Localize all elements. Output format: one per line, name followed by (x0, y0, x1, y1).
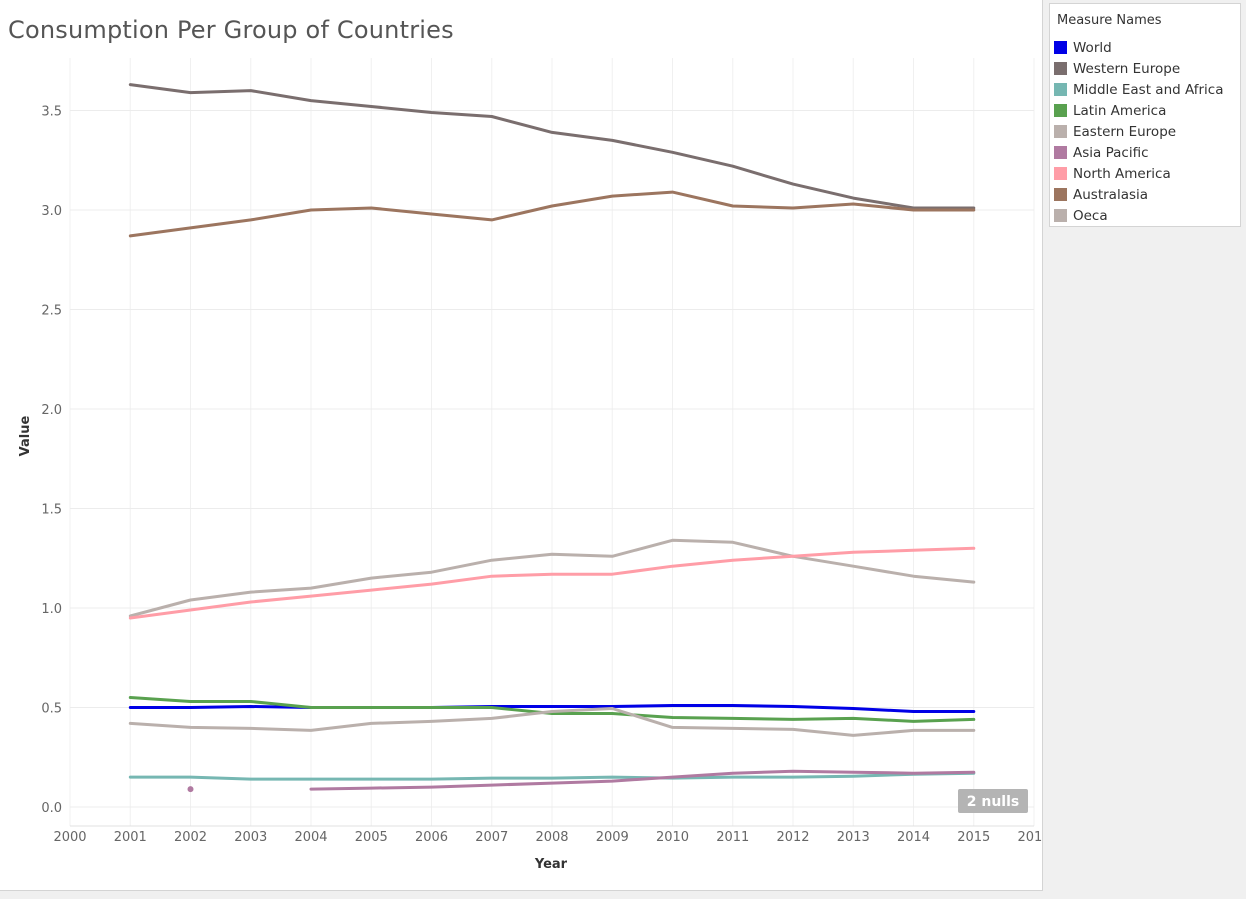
x-tick-label: 2005 (355, 830, 388, 845)
x-tick-label: 2006 (415, 830, 448, 845)
x-tick-label: 2016 (1017, 830, 1042, 845)
legend-label: World (1073, 39, 1112, 56)
legend-swatch (1054, 83, 1067, 96)
y-tick-label: 2.5 (41, 304, 62, 319)
bottom-bar (0, 891, 1246, 899)
legend-swatch (1054, 209, 1067, 222)
chart-panel: Consumption Per Group of Countries 2000 2… (0, 0, 1043, 891)
y-tick-label: 1.5 (41, 503, 62, 518)
series-world[interactable] (128, 704, 976, 713)
legend-title: Measure Names (1057, 13, 1162, 28)
series-line-asia-pacific[interactable] (309, 769, 976, 791)
legend-item-world[interactable]: World (1050, 37, 1240, 58)
series-north-america[interactable] (128, 546, 976, 620)
legend-swatch (1054, 62, 1067, 75)
y-tick-label: 2.0 (41, 403, 62, 418)
legend-label: Asia Pacific (1073, 144, 1149, 161)
legend-item-western-europe[interactable]: Western Europe (1050, 58, 1240, 79)
legend-item-asia-pacific[interactable]: Asia Pacific (1050, 142, 1240, 163)
legend-item-north-america[interactable]: North America (1050, 163, 1240, 184)
x-tick-label: 2007 (475, 830, 508, 845)
legend-swatch (1054, 146, 1067, 159)
legend-item-oeca[interactable]: Oeca (1050, 205, 1240, 226)
series-line-australasia[interactable] (128, 190, 976, 238)
series-line-world[interactable] (128, 704, 976, 713)
legend-label: North America (1073, 165, 1171, 182)
legend-label: Oeca (1073, 207, 1108, 224)
series-middle-east-and-africa[interactable] (128, 771, 976, 781)
legend-label: Middle East and Africa (1073, 81, 1224, 98)
y-tick-label: 0.0 (41, 801, 62, 816)
legend-swatch (1054, 41, 1067, 54)
legend-item-eastern-europe[interactable]: Eastern Europe (1050, 121, 1240, 142)
y-axis-title: Value (18, 415, 33, 456)
x-tick-label: 2015 (957, 830, 990, 845)
legend-label: Western Europe (1073, 60, 1181, 77)
legend: Measure Names World Western Europe Middle … (1049, 3, 1241, 227)
x-tick-label: 2010 (656, 830, 689, 845)
series-oeca[interactable] (128, 707, 976, 737)
legend-swatch (1054, 188, 1067, 201)
x-tick-label: 2003 (234, 830, 267, 845)
series-latin-america[interactable] (128, 696, 976, 723)
series-australasia[interactable] (128, 190, 976, 238)
x-tick-label: 2012 (776, 830, 809, 845)
series-eastern-europe[interactable] (128, 538, 976, 618)
x-tick-label: 2013 (837, 830, 870, 845)
data-point-asia-pacific-2002[interactable] (187, 786, 194, 793)
x-axis-title: Year (534, 857, 568, 872)
x-tick-label: 2004 (294, 830, 327, 845)
x-tick-label: 2009 (596, 830, 629, 845)
legend-label: Australasia (1073, 186, 1149, 203)
y-tick-label: 3.0 (41, 204, 62, 219)
x-tick-label: 2002 (174, 830, 207, 845)
series-line-western-europe[interactable] (128, 83, 976, 210)
null-values-badge[interactable]: 2 nulls (958, 789, 1028, 813)
legend-item-australasia[interactable]: Australasia (1050, 184, 1240, 205)
series-line-latin-america[interactable] (128, 696, 976, 723)
legend-label: Latin America (1073, 102, 1167, 119)
legend-item-middle-east-and-africa[interactable]: Middle East and Africa (1050, 79, 1240, 100)
series-line-oeca[interactable] (128, 707, 976, 737)
axes: 2000 2001 2002 2003 2004 2005 2006 2007 2008 2009… (18, 105, 1042, 873)
series-line-eastern-europe[interactable] (128, 538, 976, 618)
y-tick-label: 0.5 (41, 702, 62, 717)
x-tick-label: 2000 (53, 830, 86, 845)
legend-item-latin-america[interactable]: Latin America (1050, 100, 1240, 121)
series-line-north-america[interactable] (128, 546, 976, 620)
x-tick-label: 2001 (114, 830, 147, 845)
grid (69, 58, 1035, 826)
series-asia-pacific[interactable] (187, 769, 976, 793)
line-chart[interactable]: 2000 2001 2002 2003 2004 2005 2006 2007 2008 2009… (0, 0, 1042, 890)
legend-label: Eastern Europe (1073, 123, 1177, 140)
legend-swatch (1054, 167, 1067, 180)
x-tick-label: 2011 (716, 830, 749, 845)
series-western-europe[interactable] (128, 83, 976, 210)
series-line-middle-east-and-africa[interactable] (128, 771, 976, 781)
y-tick-label: 1.0 (41, 602, 62, 617)
chart-title: Consumption Per Group of Countries (8, 16, 454, 44)
legend-swatch (1054, 125, 1067, 138)
y-tick-label: 3.5 (41, 105, 62, 120)
legend-swatch (1054, 104, 1067, 117)
x-tick-label: 2008 (535, 830, 568, 845)
x-tick-label: 2014 (897, 830, 930, 845)
null-badge-background (958, 789, 1028, 813)
null-badge-label: 2 nulls (967, 794, 1019, 810)
series-lines[interactable] (128, 83, 976, 793)
legend-items: World Western Europe Middle East and Afric… (1050, 37, 1240, 226)
